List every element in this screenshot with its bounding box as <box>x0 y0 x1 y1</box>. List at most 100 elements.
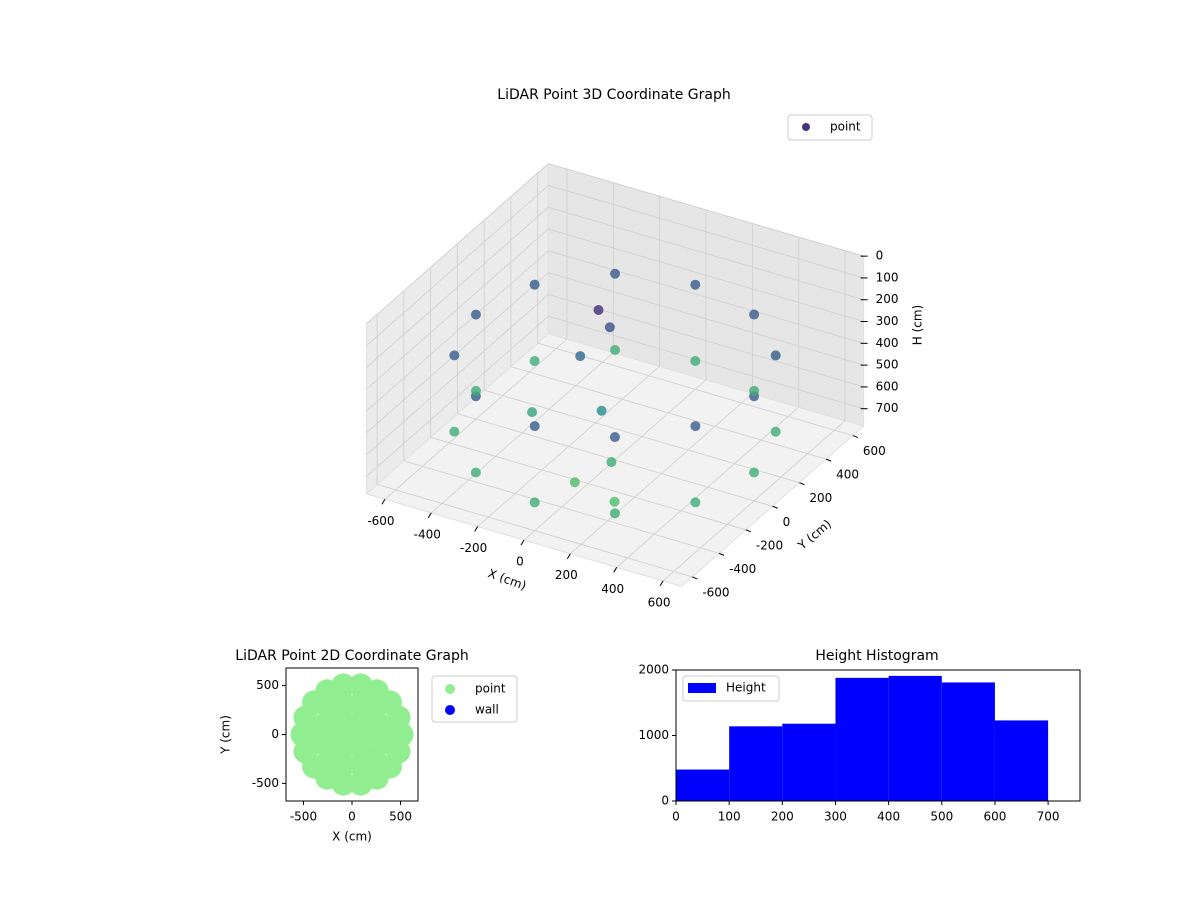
x-tick-label: 200 <box>555 568 578 582</box>
y-tick-label: -400 <box>729 562 756 576</box>
z-tick-label: 700 <box>876 401 899 415</box>
point <box>610 268 621 279</box>
y-tick-label: 0 <box>661 794 669 808</box>
point <box>609 432 620 443</box>
chart-title: LiDAR Point 3D Coordinate Graph <box>497 87 730 103</box>
y-tick-label: 0 <box>271 727 279 741</box>
point <box>604 322 615 333</box>
point <box>609 508 620 519</box>
bar <box>676 769 730 801</box>
point <box>449 426 460 437</box>
point <box>610 345 621 356</box>
point <box>606 457 617 468</box>
point <box>470 467 481 478</box>
point <box>690 497 701 508</box>
x-tick-label: 0 <box>672 810 680 824</box>
point <box>770 350 781 361</box>
point <box>575 351 586 362</box>
point <box>331 771 356 796</box>
y-tick-label: 2000 <box>638 663 669 677</box>
grid-line <box>548 250 864 344</box>
y-tick-label: -500 <box>252 776 279 790</box>
point <box>690 355 701 366</box>
x-tick-label: 400 <box>877 810 900 824</box>
y-axis-label: Y (cm) <box>219 715 233 755</box>
x-tick-label: 700 <box>1037 810 1060 824</box>
grid-line <box>548 315 864 410</box>
tick-mark <box>718 552 725 556</box>
chart-title: Height Histogram <box>815 648 938 664</box>
point <box>749 467 760 478</box>
tick-mark <box>799 482 805 486</box>
y-tick-label: 1000 <box>638 728 669 742</box>
x-tick-label: -600 <box>367 514 394 528</box>
z-tick-label: 100 <box>876 270 899 284</box>
point <box>690 421 701 432</box>
legend-marker <box>445 705 455 715</box>
grid-line <box>430 436 746 531</box>
grid-line <box>366 315 549 477</box>
x-tick-label: 200 <box>771 810 794 824</box>
grid-line <box>366 228 549 390</box>
tick-mark <box>520 539 525 546</box>
legend-box <box>682 675 780 702</box>
tick-mark <box>659 580 664 587</box>
grid-line <box>366 185 549 346</box>
legend-marker <box>802 123 810 131</box>
z-axis-label: H (cm) <box>911 305 925 346</box>
point <box>527 407 538 418</box>
y-tick-label: 200 <box>809 491 832 505</box>
x-tick-label: 0 <box>348 810 356 824</box>
grid-line <box>548 228 864 322</box>
point <box>596 405 607 416</box>
point <box>609 496 620 507</box>
grid-line <box>484 389 800 484</box>
plot-area <box>290 673 414 796</box>
bar <box>888 675 942 801</box>
legend-label: wall <box>475 703 499 717</box>
x-tick-label: 600 <box>983 810 1006 824</box>
point <box>690 279 701 290</box>
grid-line <box>548 206 864 301</box>
x-tick-label: -400 <box>414 527 441 541</box>
legend-box <box>787 114 873 141</box>
z-tick-label: 600 <box>876 379 899 393</box>
x-tick-label: 400 <box>601 582 624 596</box>
x-tick-label: -200 <box>460 541 487 555</box>
y-tick-label: -600 <box>702 585 729 599</box>
point <box>529 421 540 432</box>
z-tick-label: 200 <box>876 292 899 306</box>
y-tick-label: 600 <box>863 444 886 458</box>
z-tick-label: 0 <box>876 249 884 263</box>
grid-line <box>510 366 827 460</box>
legend-label: point <box>475 682 506 696</box>
z-tick-label: 300 <box>876 314 899 328</box>
chart-title: LiDAR Point 2D Coordinate Graph <box>235 648 468 664</box>
bar <box>941 682 995 801</box>
y-tick-label: -200 <box>756 538 783 552</box>
bar <box>835 677 889 801</box>
point <box>386 739 411 764</box>
tick-mark <box>692 576 698 580</box>
x-tick-label: 500 <box>930 810 953 824</box>
tick-mark <box>825 458 832 462</box>
grid-line <box>403 460 720 554</box>
point <box>529 497 540 508</box>
x-tick-label: 100 <box>718 810 741 824</box>
tick-mark <box>566 553 571 559</box>
legend-label: point <box>830 120 861 134</box>
grid-line <box>366 163 549 325</box>
z-tick-label: 400 <box>876 336 899 350</box>
y-tick-label: 500 <box>256 678 279 692</box>
x-axis-label: X (cm) <box>486 566 528 593</box>
z-tick-label: 500 <box>876 358 899 372</box>
x-tick-label: 0 <box>516 555 524 569</box>
x-axis-label: X (cm) <box>332 830 372 844</box>
x-tick-label: 500 <box>389 810 412 824</box>
point <box>529 355 540 366</box>
tick-mark <box>427 512 432 519</box>
bar <box>782 723 836 801</box>
legend-box <box>431 675 518 723</box>
